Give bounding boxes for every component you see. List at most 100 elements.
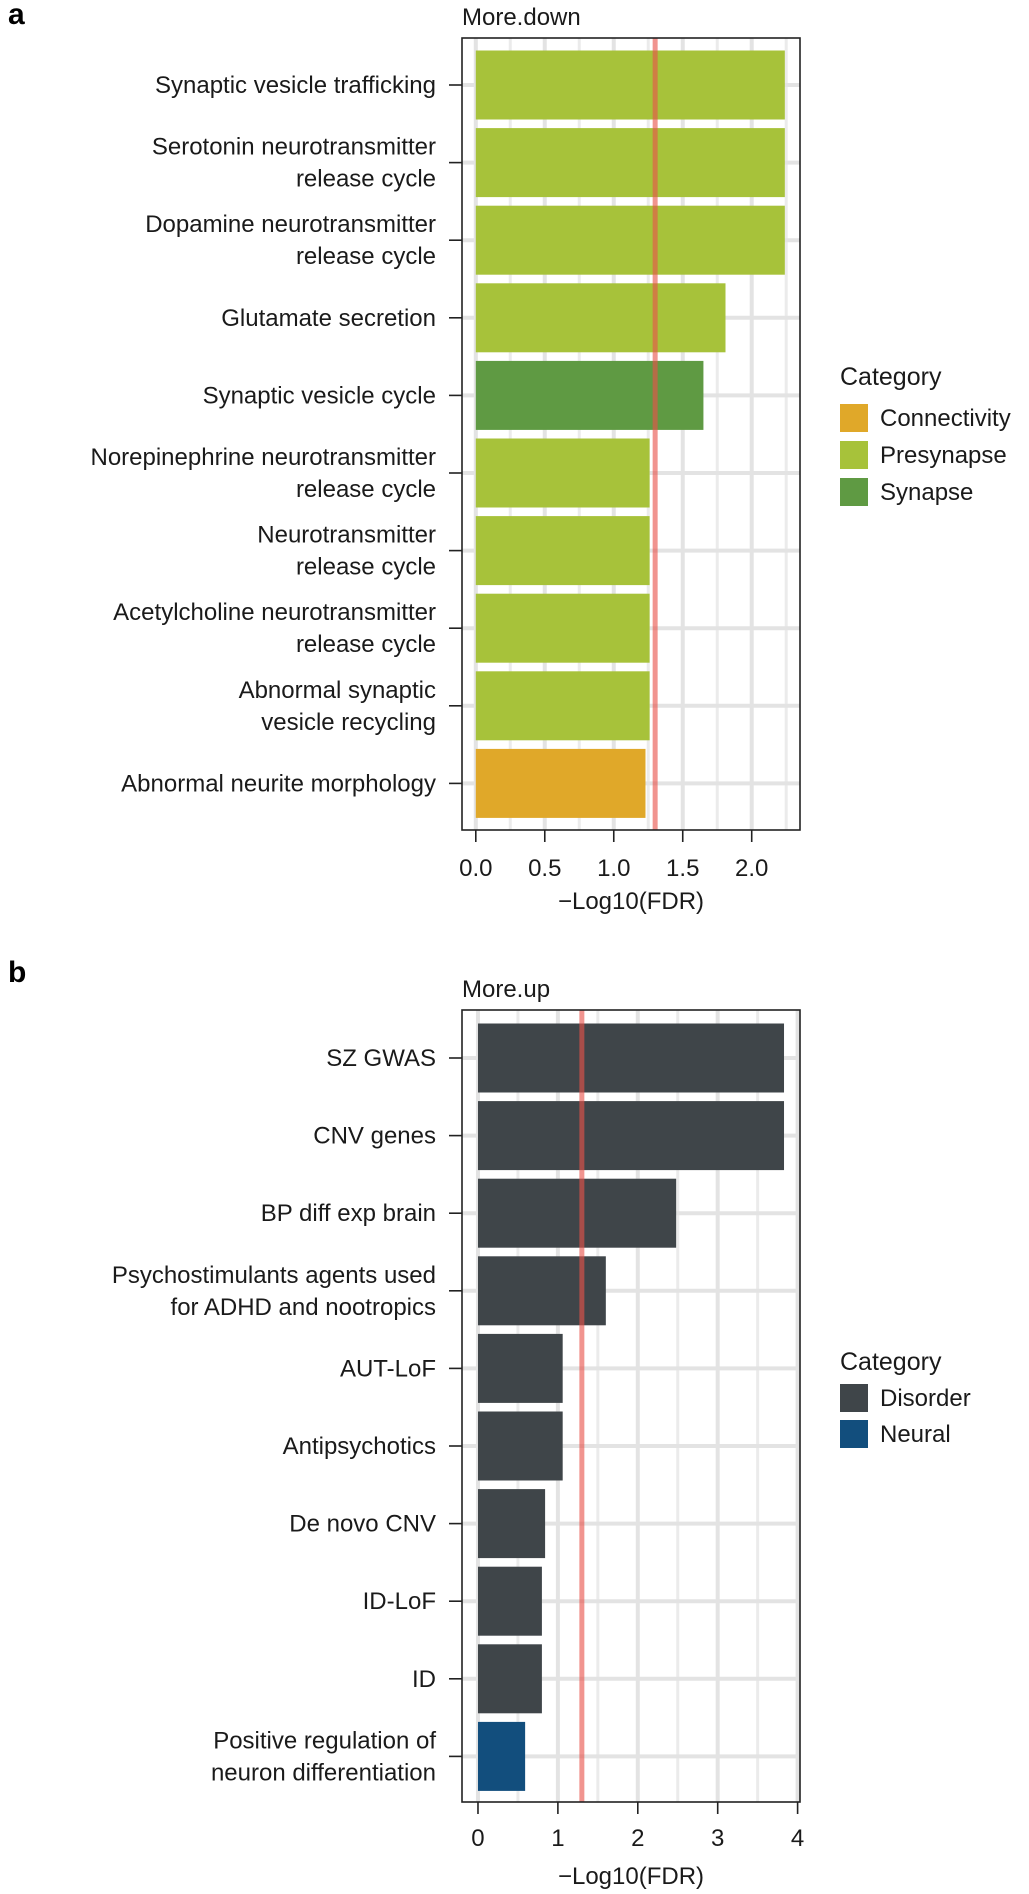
bar <box>475 516 650 586</box>
category-label-line: SZ GWAS <box>326 1045 436 1072</box>
category-label: Abnormal synaptic vesicle recycling <box>239 677 436 736</box>
bar <box>477 1489 546 1559</box>
legend-label: Disorder <box>880 1385 971 1412</box>
bar <box>475 593 650 663</box>
x-tick-label: 0.5 <box>528 855 561 882</box>
bar <box>477 1411 563 1481</box>
category-label-line: ID-LoF <box>363 1588 436 1615</box>
category-label: ID-LoF <box>363 1588 436 1615</box>
category-label-line: Synaptic vesicle cycle <box>203 382 436 409</box>
category-label-line: Serotonin neurotransmitter <box>152 134 436 161</box>
panel-border <box>461 37 801 831</box>
category-label-line: Abnormal synaptic <box>239 677 436 704</box>
category-label-line: release cycle <box>296 476 436 503</box>
category-label-line: Dopamine neurotransmitter <box>145 211 436 238</box>
category-label-line: Psychostimulants agents used <box>112 1262 436 1289</box>
category-label-line: Glutamate secretion <box>221 305 436 332</box>
category-label-line: release cycle <box>296 166 436 193</box>
x-tick-label: 4 <box>791 1825 804 1852</box>
bar <box>477 1566 542 1636</box>
bar <box>475 50 785 120</box>
panel-b: b More.up SZ GWAS CNV genes BP diff exp brai… <box>8 956 971 1890</box>
legend-label: Connectivity <box>880 405 1011 432</box>
bar <box>475 748 646 818</box>
category-label: Psychostimulants agents used for ADHD and… <box>112 1262 436 1321</box>
legend-title: Category <box>840 363 942 391</box>
legend: Category Connectivity Presynapse Synapse <box>840 363 1011 506</box>
category-label-line: Synaptic vesicle trafficking <box>155 72 436 99</box>
x-tick-label: 0.0 <box>459 855 492 882</box>
x-tick-label: 2 <box>631 1825 644 1852</box>
bar <box>477 1644 542 1714</box>
panel-a: a More.down Synaptic vesicle trafficking Se… <box>8 0 1011 915</box>
x-axis-title: −Log10(FDR) <box>558 888 704 915</box>
category-label-line: Norepinephrine neurotransmitter <box>90 444 436 471</box>
category-label-line: release cycle <box>296 243 436 270</box>
bar <box>477 1333 563 1403</box>
category-label-line: for ADHD and nootropics <box>171 1294 436 1321</box>
legend-title: Category <box>840 1348 942 1376</box>
category-label: ID <box>412 1666 436 1693</box>
panel-title: More.up <box>462 976 550 1003</box>
category-label-line: Abnormal neurite morphology <box>121 770 436 797</box>
panel-letter: a <box>8 0 25 31</box>
category-label: SZ GWAS <box>326 1045 436 1072</box>
panel-title: More.down <box>462 4 581 31</box>
category-label-line: Antipsychotics <box>283 1433 436 1460</box>
category-label: Norepinephrine neurotransmitter release c… <box>90 444 436 503</box>
bar <box>475 205 785 275</box>
legend-label: Synapse <box>880 479 973 506</box>
bar <box>477 1101 785 1171</box>
category-label: Positive regulation of neuron differentia… <box>211 1727 436 1786</box>
category-label-line: Neurotransmitter <box>257 522 436 549</box>
category-label: De novo CNV <box>289 1511 436 1538</box>
category-label-line: Acetylcholine neurotransmitter <box>113 599 436 626</box>
x-tick-label: 1.0 <box>597 855 630 882</box>
x-tick-label: 2.0 <box>735 855 768 882</box>
category-label: Glutamate secretion <box>221 305 436 332</box>
bar <box>475 283 726 353</box>
category-label: Acetylcholine neurotransmitter release cy… <box>113 599 436 658</box>
bar <box>477 1178 677 1248</box>
legend-swatch <box>840 1420 868 1448</box>
category-label: Antipsychotics <box>283 1433 436 1460</box>
x-tick-label: 1 <box>551 1825 564 1852</box>
category-label-line: Positive regulation of <box>213 1727 436 1754</box>
category-label: Synaptic vesicle cycle <box>203 382 436 409</box>
category-label-line: vesicle recycling <box>261 709 436 736</box>
category-label: CNV genes <box>313 1123 436 1150</box>
panel-border <box>461 1009 801 1803</box>
bar <box>477 1256 606 1326</box>
legend-swatch <box>840 441 868 469</box>
category-label-line: AUT-LoF <box>340 1355 436 1382</box>
bar <box>475 360 704 430</box>
category-label: Synaptic vesicle trafficking <box>155 72 436 99</box>
panel-letter: b <box>8 956 26 989</box>
legend-swatch <box>840 478 868 506</box>
bar <box>475 128 785 198</box>
category-label-line: BP diff exp brain <box>261 1200 436 1227</box>
category-label-line: CNV genes <box>313 1123 436 1150</box>
category-label-line: neuron differentiation <box>211 1759 436 1786</box>
category-label: Dopamine neurotransmitter release cycle <box>145 211 436 270</box>
x-tick-label: 3 <box>711 1825 724 1852</box>
category-label-line: De novo CNV <box>289 1511 436 1538</box>
bar <box>477 1721 526 1791</box>
legend-swatch <box>840 1384 868 1412</box>
x-tick-label: 0 <box>471 1825 484 1852</box>
category-label-line: release cycle <box>296 631 436 658</box>
category-label-line: ID <box>412 1666 436 1693</box>
category-label: Serotonin neurotransmitter release cycle <box>152 134 436 193</box>
legend-label: Neural <box>880 1421 951 1448</box>
legend: Category Disorder Neural <box>840 1348 971 1448</box>
category-label: AUT-LoF <box>340 1355 436 1382</box>
bar <box>477 1023 785 1093</box>
x-axis-title: −Log10(FDR) <box>558 1863 704 1890</box>
category-label-line: release cycle <box>296 554 436 581</box>
bar <box>475 671 650 741</box>
bar <box>475 438 650 508</box>
x-tick-label: 1.5 <box>666 855 699 882</box>
category-label: BP diff exp brain <box>261 1200 436 1227</box>
legend-swatch <box>840 404 868 432</box>
